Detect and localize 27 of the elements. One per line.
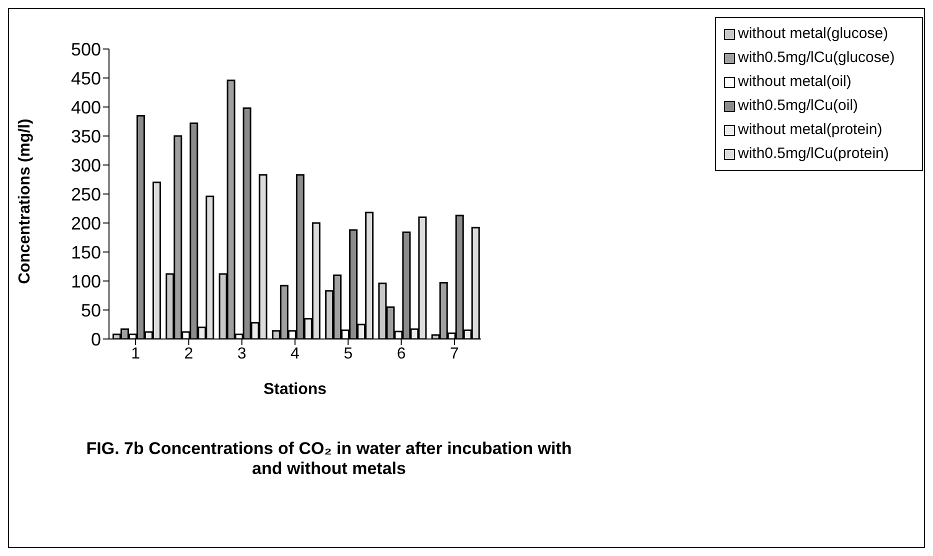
legend-label: without metal(protein) xyxy=(738,120,882,140)
x-tick-label: 2 xyxy=(184,345,194,362)
text: FIG. 7b Concentrations of CO₂ in water after incubation with and without metals xyxy=(85,439,573,479)
x-tick-label: 4 xyxy=(290,345,300,362)
legend-label: with0.5mg/lCu(oil) xyxy=(738,96,858,116)
x-tick-label: 3 xyxy=(237,345,246,362)
x-tick-label: 5 xyxy=(344,345,353,362)
y-tick-label: 200 xyxy=(70,213,101,234)
legend-label: with0.5mg/lCu(protein) xyxy=(738,144,889,164)
y-tick-label: 0 xyxy=(90,329,101,350)
y-tick-label: 50 xyxy=(80,300,101,320)
y-tick-label: 100 xyxy=(70,271,101,292)
x-tick-label: 1 xyxy=(131,345,140,362)
y-tick-label: 300 xyxy=(70,155,101,176)
y-tick-label: 350 xyxy=(70,126,101,146)
y-axis-title: Concentrations (mg/l) xyxy=(16,118,34,284)
y-tick-label: 250 xyxy=(70,184,101,204)
y-tick-label: 500 xyxy=(70,39,101,60)
legend-label: with0.5mg/lCu(glucose) xyxy=(738,48,895,68)
y-tick-label: 450 xyxy=(70,68,101,88)
x-tick-label: 6 xyxy=(396,345,406,362)
legend-label: without metal(glucose) xyxy=(738,24,888,44)
y-tick-label: 150 xyxy=(70,242,101,262)
x-tick-label: 7 xyxy=(450,345,459,362)
x-axis-title: Stations xyxy=(263,381,327,398)
y-tick-label: 400 xyxy=(70,97,101,118)
legend-label: without metal(oil) xyxy=(738,72,852,92)
